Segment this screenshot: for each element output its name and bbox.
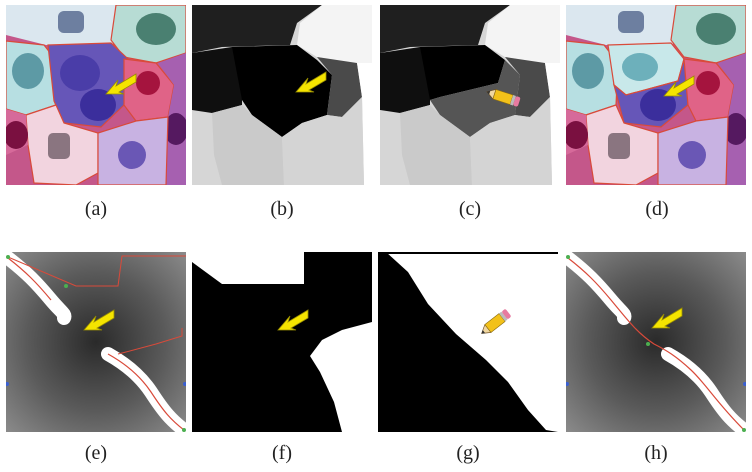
panel-label: (a) — [84, 198, 108, 220]
panel-label: (h) — [644, 442, 668, 464]
panel-a — [6, 5, 186, 185]
panel-label: (c) — [458, 198, 482, 220]
panel-label: (e) — [84, 442, 108, 464]
panel-c — [380, 5, 560, 185]
arrow-icon — [662, 74, 696, 104]
pencil-icon — [476, 306, 514, 340]
panel-label: (f) — [272, 442, 292, 464]
arrow-icon — [276, 308, 310, 338]
panel-label: (d) — [645, 198, 669, 220]
pencil-icon — [484, 84, 522, 110]
panel-label: (g) — [456, 442, 480, 464]
arrow-icon — [294, 70, 328, 100]
arrow-icon — [82, 308, 116, 338]
arrow-icon — [650, 306, 684, 336]
panel-f — [192, 252, 372, 432]
arrow-icon — [104, 72, 138, 102]
panel-h — [566, 252, 746, 432]
panel-b — [192, 5, 372, 185]
panel-d — [566, 5, 746, 185]
panel-e — [6, 252, 186, 432]
panel-label: (b) — [270, 198, 294, 220]
panel-g — [378, 252, 558, 432]
